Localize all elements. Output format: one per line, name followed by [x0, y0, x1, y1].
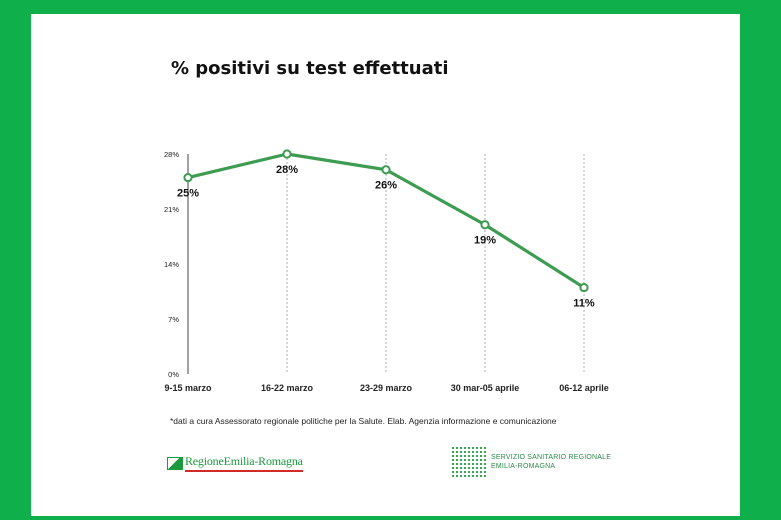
servizio-sanitario-logo: SERVIZIO SANITARIO REGIONALE EMILIA-ROMA…: [451, 446, 611, 478]
health-logo-line1: SERVIZIO SANITARIO REGIONALE: [491, 454, 612, 461]
data-point: [579, 282, 589, 293]
footnote: *dati a cura Assessorato regionale polit…: [170, 416, 557, 426]
data-label: 25%: [177, 188, 199, 200]
y-tick-label: 14%: [164, 260, 179, 269]
data-label: 26%: [375, 180, 397, 192]
x-tick-label: 16-22 marzo: [261, 383, 314, 393]
data-label: 11%: [573, 298, 595, 310]
x-tick-label: 9-15 marzo: [164, 383, 212, 393]
data-point: [381, 165, 391, 175]
region-logo-text: RegioneEmilia-Romagna: [185, 454, 303, 472]
slide-frame: % positivi su test effettuati 0% 7% 14% 21%…: [31, 14, 740, 516]
x-tick-label: 23-29 marzo: [360, 383, 413, 393]
health-logo-line2: EMILIA-ROMAGNA: [491, 463, 556, 470]
y-tick-label: 21%: [164, 205, 179, 214]
data-point: [183, 172, 193, 183]
data-point: [282, 149, 292, 159]
y-tick-label: 28%: [164, 150, 179, 159]
x-tick-label: 30 mar-05 aprile: [451, 383, 520, 393]
x-tick-label: 06-12 aprile: [559, 383, 609, 393]
chart-title: % positivi su test effettuati: [171, 58, 449, 79]
y-tick-label: 0%: [168, 370, 179, 379]
dot-grid-icon: [451, 446, 487, 478]
data-label: 19%: [474, 235, 496, 247]
region-map-icon: [167, 456, 183, 470]
data-label: 28%: [276, 164, 298, 176]
y-tick-label: 7%: [168, 315, 179, 324]
line-chart: 0% 7% 14% 21% 28% 9-15 marzo 16-22 marzo 23-29 …: [164, 149, 609, 393]
regione-emilia-romagna-logo: RegioneEmilia-Romagna: [167, 454, 303, 472]
data-point: [480, 220, 490, 230]
